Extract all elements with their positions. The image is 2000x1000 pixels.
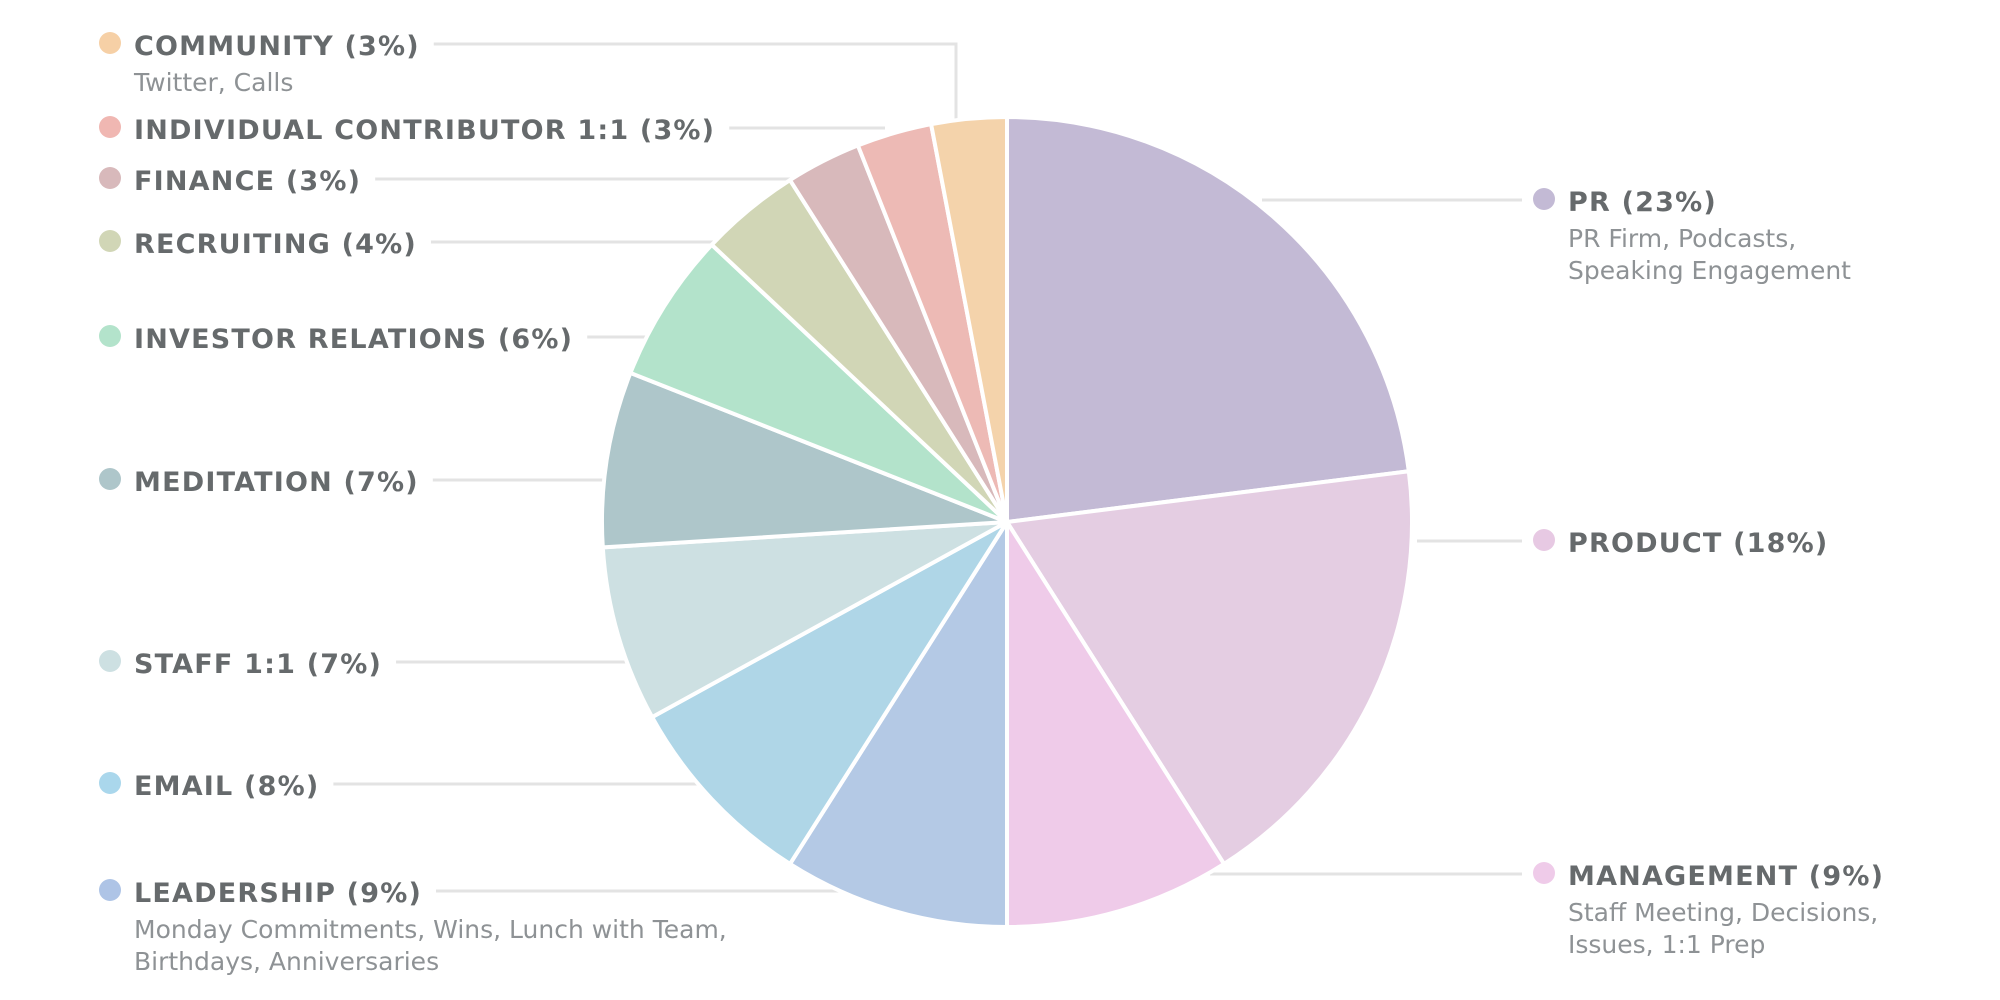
- slice-sublabel-management: Issues, 1:1 Prep: [1568, 930, 1765, 959]
- pie-slice-staff-1-1: [600, 520, 1009, 720]
- legend-dot-community: [99, 32, 121, 54]
- slice-label-individual-contributor-1-1: INDIVIDUAL CONTRIBUTOR 1:1 (3%): [134, 115, 715, 146]
- slice-label-community: COMMUNITY (3%): [134, 31, 420, 62]
- slice-label-management: MANAGEMENT (9%): [1568, 861, 1884, 892]
- legend-labels: PR (23%) PR Firm, Podcasts, Speaking Engag…: [99, 31, 1884, 976]
- slice-label-finance: FINANCE (3%): [134, 166, 361, 197]
- slice-sublabel-community: Twitter, Calls: [133, 68, 293, 97]
- legend-dot-individual-contributor-1-1: [99, 116, 121, 138]
- slice-sublabel-management: Staff Meeting, Decisions,: [1568, 898, 1878, 927]
- slice-label-staff-1-1: STAFF 1:1 (7%): [134, 649, 382, 680]
- pie-slice-product: [1005, 469, 1414, 866]
- pie: [600, 115, 1414, 929]
- slice-label-pr: PR (23%): [1568, 187, 1717, 218]
- legend-dot-recruiting: [99, 230, 121, 252]
- pie-slice-pr: [1005, 115, 1411, 524]
- pie-slice-leadership: [787, 520, 1009, 929]
- slice-label-product: PRODUCT (18%): [1568, 528, 1828, 559]
- pie-slice-management: [1005, 520, 1227, 929]
- slice-label-leadership: LEADERSHIP (9%): [134, 878, 422, 909]
- leader-lines: [333, 42, 1522, 893]
- legend-dot-investor-relations: [99, 325, 121, 347]
- slice-label-recruiting: RECRUITING (4%): [134, 229, 417, 260]
- pie-slice-meditation: [600, 370, 1009, 550]
- slice-sublabel-leadership: Birthdays, Anniversaries: [134, 947, 439, 976]
- slice-sublabel-pr: PR Firm, Podcasts,: [1568, 224, 1796, 253]
- legend-dot-management: [1533, 862, 1555, 884]
- legend-dot-meditation: [99, 468, 121, 490]
- pie-slice-investor-relations: [628, 242, 1009, 524]
- legend-dot-finance: [99, 167, 121, 189]
- slice-label-meditation: MEDITATION (7%): [134, 467, 419, 498]
- slice-sublabel-leadership: Monday Commitments, Wins, Lunch with Tea…: [134, 915, 727, 944]
- slice-label-email: EMAIL (8%): [134, 771, 319, 802]
- legend-dot-leadership: [99, 879, 121, 901]
- pie-slice-email: [650, 520, 1009, 866]
- leader-line-community: [433, 42, 958, 122]
- legend-dot-staff-1-1: [99, 650, 121, 672]
- legend-dot-pr: [1533, 188, 1555, 210]
- legend-dot-email: [99, 772, 121, 794]
- pie-slice-community: [929, 115, 1009, 524]
- slice-label-investor-relations: INVESTOR RELATIONS (6%): [134, 324, 573, 355]
- legend-dot-product: [1533, 529, 1555, 551]
- slice-sublabel-pr: Speaking Engagement: [1568, 256, 1851, 285]
